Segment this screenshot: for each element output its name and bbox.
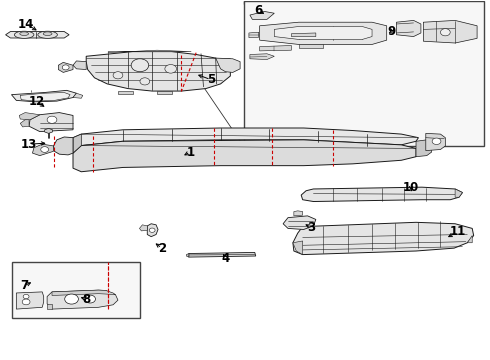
Polygon shape <box>467 235 472 243</box>
Text: 7: 7 <box>20 279 28 292</box>
Text: 3: 3 <box>307 221 315 234</box>
Polygon shape <box>294 211 303 216</box>
Polygon shape <box>249 32 259 38</box>
Ellipse shape <box>14 31 34 39</box>
Circle shape <box>85 295 96 303</box>
Ellipse shape <box>20 32 28 36</box>
Polygon shape <box>73 134 81 153</box>
Polygon shape <box>53 137 73 155</box>
Circle shape <box>65 294 78 304</box>
Polygon shape <box>260 22 387 44</box>
Polygon shape <box>186 253 189 257</box>
Circle shape <box>165 64 176 73</box>
Text: 5: 5 <box>207 73 215 86</box>
Polygon shape <box>16 292 44 309</box>
Polygon shape <box>292 33 316 37</box>
Text: 13: 13 <box>21 138 37 150</box>
Polygon shape <box>260 45 292 51</box>
Polygon shape <box>250 12 274 19</box>
Polygon shape <box>426 134 445 150</box>
Polygon shape <box>73 93 83 98</box>
Ellipse shape <box>43 32 52 36</box>
Text: 11: 11 <box>449 225 466 238</box>
Polygon shape <box>396 21 421 37</box>
Text: 1: 1 <box>186 145 195 158</box>
Polygon shape <box>140 225 147 231</box>
Circle shape <box>23 294 29 299</box>
Polygon shape <box>455 189 463 197</box>
Polygon shape <box>250 54 274 59</box>
Text: 10: 10 <box>403 181 419 194</box>
Ellipse shape <box>38 31 57 39</box>
Text: 12: 12 <box>28 95 45 108</box>
Polygon shape <box>216 58 240 72</box>
Text: 14: 14 <box>18 18 34 31</box>
Text: 4: 4 <box>221 252 230 265</box>
Text: 6: 6 <box>254 4 262 17</box>
Circle shape <box>140 78 150 85</box>
Polygon shape <box>283 216 316 229</box>
Circle shape <box>22 299 30 305</box>
Polygon shape <box>20 93 70 101</box>
Circle shape <box>47 116 57 123</box>
Polygon shape <box>32 144 53 156</box>
Polygon shape <box>416 140 432 157</box>
Polygon shape <box>293 241 303 255</box>
Polygon shape <box>19 113 40 120</box>
Polygon shape <box>47 304 52 309</box>
Polygon shape <box>86 51 230 91</box>
Polygon shape <box>108 50 191 53</box>
Polygon shape <box>274 27 372 40</box>
Polygon shape <box>73 140 416 172</box>
Polygon shape <box>301 187 463 202</box>
Polygon shape <box>147 224 158 237</box>
Text: 8: 8 <box>82 293 90 306</box>
Text: 2: 2 <box>158 242 166 255</box>
Circle shape <box>113 72 123 79</box>
Polygon shape <box>11 90 76 102</box>
Polygon shape <box>73 61 86 69</box>
Polygon shape <box>45 129 52 134</box>
Polygon shape <box>52 290 116 296</box>
Polygon shape <box>58 62 73 72</box>
Circle shape <box>41 147 49 152</box>
Polygon shape <box>299 44 323 48</box>
Polygon shape <box>47 290 118 309</box>
Bar <box>244 1 485 146</box>
Polygon shape <box>423 21 477 43</box>
Polygon shape <box>5 32 69 38</box>
Polygon shape <box>189 252 256 257</box>
Polygon shape <box>118 91 133 94</box>
Text: 9: 9 <box>388 25 396 38</box>
Bar <box>244 1 292 4</box>
Polygon shape <box>20 120 29 127</box>
Circle shape <box>131 59 149 72</box>
Circle shape <box>432 138 441 144</box>
Circle shape <box>62 65 69 70</box>
Polygon shape <box>293 222 474 255</box>
Polygon shape <box>157 91 171 94</box>
Polygon shape <box>73 128 418 145</box>
Polygon shape <box>29 113 73 132</box>
Circle shape <box>149 228 155 232</box>
Bar <box>12 262 140 318</box>
Circle shape <box>441 29 450 36</box>
